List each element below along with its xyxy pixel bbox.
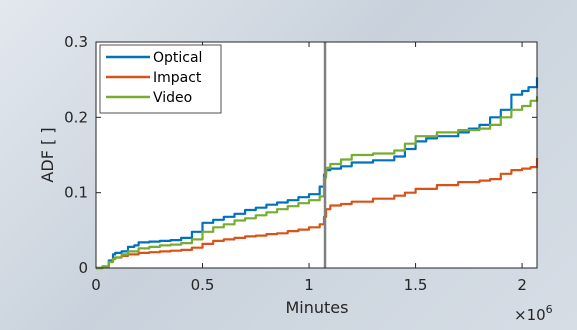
legend-label-impact: Impact [153,70,202,86]
series-layer [96,77,539,270]
x-axis-label: Minutes [286,298,349,317]
y-axis-label: ADF [ ] [38,127,57,182]
x-axis-exponent-base: ×10 [514,306,546,324]
y-tick-label: 0.2 [64,108,88,126]
x-axis-exponent-power: 6 [546,303,553,316]
x-tick-label: 2 [517,276,527,294]
x-tick-label: 0 [91,276,101,294]
axes-layer [95,41,538,269]
legend: Optical Impact Video [99,44,222,114]
x-tick-label: 1.5 [404,276,428,294]
x-tick-label: 1 [304,276,314,294]
legend-label-optical: Optical [153,50,202,66]
legend-label-video: Video [153,90,192,106]
y-tick-label: 0 [78,259,88,277]
series-line-impact [96,158,539,270]
series-line-optical [96,77,539,270]
series-line-video [96,96,539,270]
y-tick-label: 0.1 [64,184,88,202]
axes-frame [95,41,538,269]
x-axis-exponent: ×106 [514,303,553,324]
y-tick-label: 0.3 [64,33,88,51]
x-tick-label: 0.5 [191,276,215,294]
